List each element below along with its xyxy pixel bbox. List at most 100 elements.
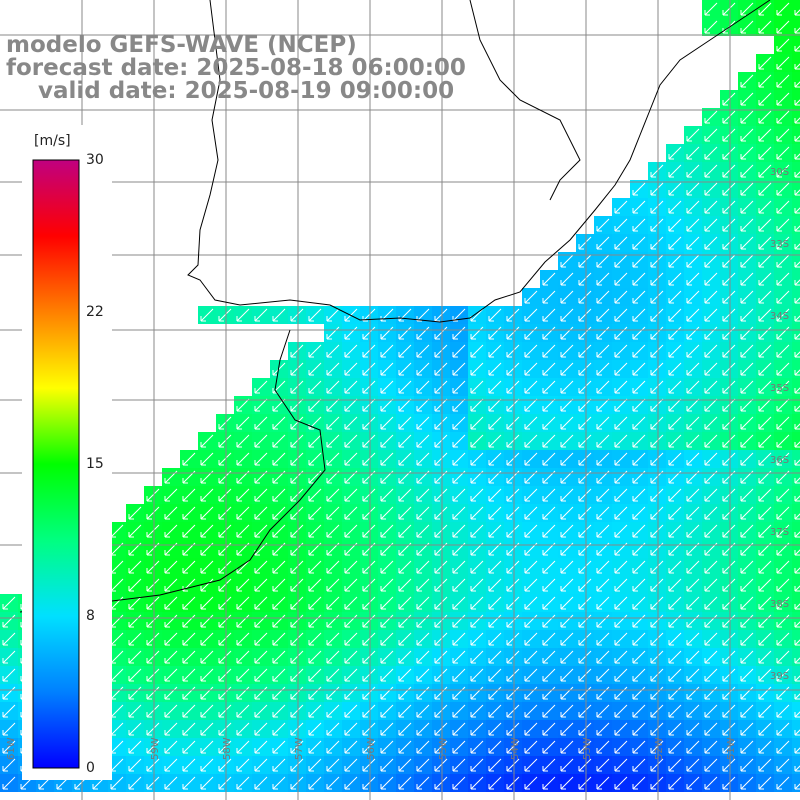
wind-arrow	[560, 344, 574, 358]
wind-arrow	[794, 459, 800, 466]
wind-arrow	[470, 524, 484, 538]
wind-arrow	[650, 776, 664, 790]
wind-arrow	[650, 182, 664, 196]
wind-arrow	[596, 722, 610, 736]
wind-arrow	[488, 416, 502, 430]
wind-arrow	[632, 704, 646, 718]
coastline	[187, 0, 771, 323]
wind-arrow	[344, 596, 358, 610]
wind-arrow	[272, 650, 286, 664]
wind-arrow	[632, 434, 646, 448]
wind-arrow	[776, 290, 790, 304]
wind-arrow	[560, 362, 574, 376]
wind-arrow	[146, 686, 160, 700]
wind-arrow	[722, 128, 736, 142]
wind-arrow	[704, 686, 718, 700]
wind-arrow	[452, 488, 466, 502]
wind-arrow	[146, 524, 160, 538]
wind-arrow	[290, 416, 304, 430]
wind-arrow	[776, 398, 790, 412]
wind-arrow	[632, 452, 646, 466]
wind-arrow	[794, 117, 800, 124]
wind-arrow	[686, 704, 700, 718]
wind-arrow	[776, 740, 790, 754]
wind-arrow	[740, 290, 754, 304]
wind-arrow	[362, 416, 376, 430]
wind-arrow	[200, 578, 214, 592]
wind-arrow	[236, 434, 250, 448]
wind-arrow	[308, 650, 322, 664]
wind-arrow	[290, 668, 304, 682]
wind-arrow	[740, 488, 754, 502]
wind-arrow	[362, 596, 376, 610]
wind-arrow	[686, 308, 700, 322]
wind-arrow	[200, 434, 214, 448]
wind-arrow	[434, 416, 448, 430]
wind-cell	[792, 486, 800, 504]
wind-arrow	[794, 405, 800, 412]
wind-arrow	[668, 344, 682, 358]
wind-cell	[792, 684, 800, 702]
wind-arrow	[614, 290, 628, 304]
longitude-label: 51W	[726, 737, 737, 760]
wind-arrow	[272, 524, 286, 538]
wind-arrow	[272, 722, 286, 736]
wind-arrow	[794, 441, 800, 448]
wind-arrow	[488, 380, 502, 394]
wind-arrow	[794, 657, 800, 664]
wind-arrow	[272, 686, 286, 700]
wind-arrow	[650, 596, 664, 610]
wind-arrow	[614, 632, 628, 646]
wind-arrow	[416, 722, 430, 736]
wind-arrow	[524, 668, 538, 682]
wind-arrow	[614, 326, 628, 340]
wind-arrow	[740, 344, 754, 358]
wind-arrow	[344, 452, 358, 466]
wind-arrow	[308, 704, 322, 718]
wind-arrow	[632, 218, 646, 232]
wind-arrow	[776, 722, 790, 736]
wind-arrow	[668, 452, 682, 466]
wind-arrow	[380, 650, 394, 664]
wind-arrow	[380, 416, 394, 430]
wind-arrow	[794, 261, 800, 268]
wind-arrow	[416, 776, 430, 790]
wind-arrow	[146, 740, 160, 754]
wind-arrow	[434, 434, 448, 448]
wind-arrow	[632, 182, 646, 196]
wind-arrow	[344, 668, 358, 682]
wind-arrow	[776, 20, 790, 34]
model-title: modelo GEFS-WAVE (NCEP)	[6, 32, 357, 58]
wind-arrow	[776, 236, 790, 250]
wind-arrow	[452, 434, 466, 448]
wind-arrow	[236, 722, 250, 736]
wind-arrow	[650, 740, 664, 754]
wind-arrow	[488, 398, 502, 412]
wind-arrow	[434, 398, 448, 412]
wind-arrow	[704, 488, 718, 502]
wind-arrow	[524, 488, 538, 502]
wind-arrow	[128, 758, 142, 772]
wind-cell	[792, 414, 800, 432]
wind-arrow	[470, 326, 484, 340]
wind-arrow	[452, 668, 466, 682]
wind-arrow	[758, 758, 772, 772]
wind-arrow	[740, 92, 754, 106]
wind-arrow	[542, 758, 556, 772]
wind-arrow	[452, 398, 466, 412]
wind-arrow	[578, 326, 592, 340]
wind-arrow	[704, 434, 718, 448]
wind-arrow	[488, 434, 502, 448]
wind-arrow	[380, 740, 394, 754]
wind-arrow	[362, 380, 376, 394]
wind-arrow	[704, 326, 718, 340]
wind-arrow	[686, 326, 700, 340]
wind-arrow	[542, 506, 556, 520]
wind-arrow	[794, 189, 800, 196]
wind-arrow	[722, 92, 736, 106]
wind-arrow	[776, 344, 790, 358]
wind-arrow	[722, 110, 736, 124]
wind-arrow	[506, 578, 520, 592]
wind-arrow	[560, 758, 574, 772]
